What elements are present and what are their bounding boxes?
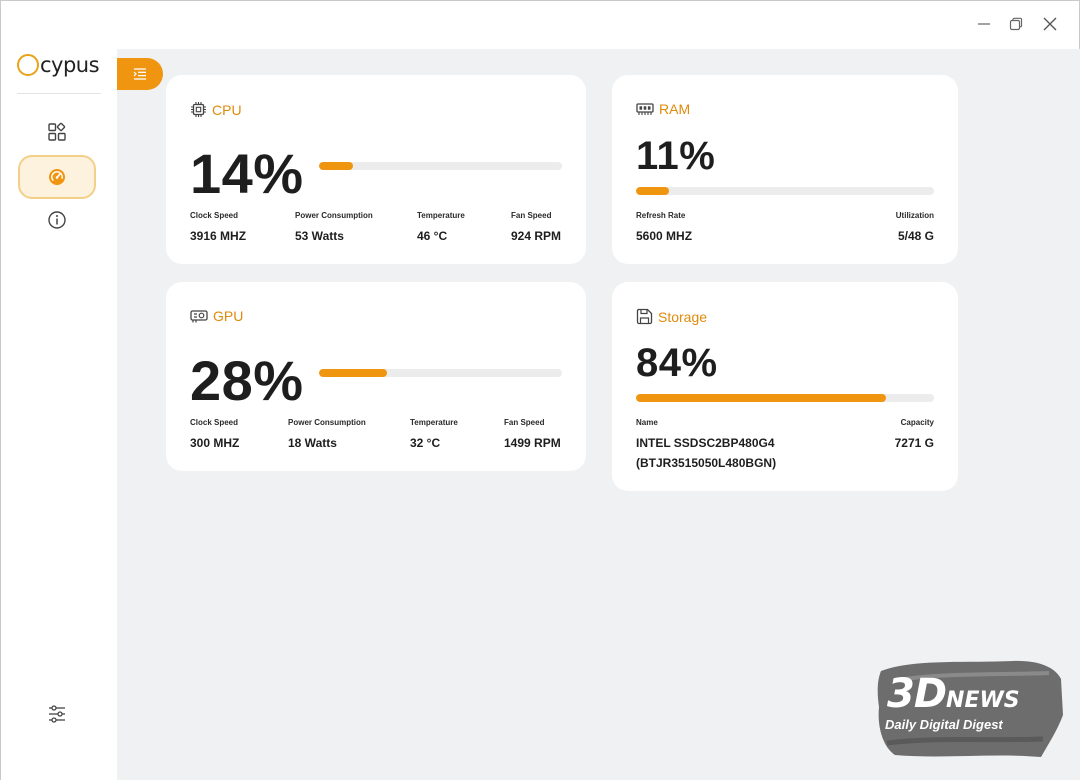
gpu-card-header: GPU xyxy=(190,308,243,324)
divider xyxy=(17,93,101,94)
sidebar-item-dashboard[interactable] xyxy=(18,110,96,154)
sidebar-item-info[interactable] xyxy=(18,198,96,242)
storage-name: Name INTEL SSDSC2BP480G4 (BTJR3515050L48… xyxy=(636,418,776,472)
stat-label: Refresh Rate xyxy=(636,211,686,220)
stat-value: 7271 G xyxy=(894,436,934,450)
gpu-usage-value: 28% xyxy=(190,349,304,412)
stat-value: 18 Watts xyxy=(288,436,337,450)
stat-value: 300 MHZ xyxy=(190,436,240,450)
info-icon xyxy=(48,211,66,229)
watermark-logo: 3DNEWS Daily Digital Digest xyxy=(873,657,1065,761)
stat-label: Fan Speed xyxy=(511,211,552,220)
sidebar: cypus xyxy=(1,1,117,780)
gauge-icon xyxy=(49,169,65,185)
app-logo: cypus xyxy=(17,51,100,79)
cpu-card: CPU 14% Clock Speed 3916 MHZ Power Consu… xyxy=(166,75,586,264)
cpu-usage-bar xyxy=(319,162,562,170)
ram-title: RAM xyxy=(659,101,691,117)
restore-icon xyxy=(1009,17,1023,31)
cpu-power-consumption: Power Consumption 53 Watts xyxy=(295,211,373,245)
gpu-temperature: Temperature 32 °C xyxy=(410,418,458,452)
sliders-icon xyxy=(49,705,65,723)
watermark-title-news: NEWS xyxy=(946,688,1020,713)
storage-card-header: Storage xyxy=(636,308,707,325)
stat-value: 1499 RPM xyxy=(504,436,561,450)
stat-value-line2: (BTJR3515050L480BGN) xyxy=(636,456,777,470)
cpu-temperature: Temperature 46 °C xyxy=(417,211,465,245)
logo-ring-icon xyxy=(17,54,39,76)
stat-value: 5600 MHZ xyxy=(636,229,693,243)
gpu-fan-speed: Fan Speed 1499 RPM xyxy=(504,418,561,452)
watermark-subtitle: Daily Digital Digest xyxy=(885,717,1003,732)
stat-label: Capacity xyxy=(900,418,934,427)
storage-title: Storage xyxy=(658,308,708,325)
stat-label: Clock Speed xyxy=(190,418,239,427)
storage-capacity: Capacity 7271 G xyxy=(895,418,934,452)
stat-label: Utilization xyxy=(895,211,934,220)
ram-refresh-rate: Refresh Rate 5600 MHZ xyxy=(636,211,692,245)
stat-label: Temperature xyxy=(417,211,465,220)
gpu-power-consumption: Power Consumption 18 Watts xyxy=(288,418,366,452)
menu-indent-icon xyxy=(133,68,146,80)
storage-usage-value: 84% xyxy=(636,341,718,385)
ram-module-icon xyxy=(636,103,654,115)
close-icon xyxy=(1043,17,1057,31)
gpu-title: GPU xyxy=(213,308,244,324)
minimize-icon xyxy=(978,23,990,25)
gpu-card-icon xyxy=(190,309,208,322)
stat-value: 5/48 G xyxy=(897,229,934,243)
sidebar-toggle-button[interactable] xyxy=(117,58,163,90)
stat-value: 53 Watts xyxy=(295,229,344,243)
storage-usage-bar-fill xyxy=(636,394,887,402)
cpu-usage-value: 14% xyxy=(190,142,304,205)
stat-value-line1: INTEL SSDSC2BP480G4 xyxy=(636,436,775,450)
storage-usage-bar xyxy=(636,394,934,402)
stat-label: Power Consumption xyxy=(295,211,373,220)
gpu-card: GPU 28% Clock Speed 300 MHZ Power Consum… xyxy=(166,282,586,471)
grid-icon xyxy=(48,122,66,141)
minimize-button[interactable] xyxy=(972,13,996,35)
cpu-usage-bar-fill xyxy=(319,162,354,170)
stat-label: Fan Speed xyxy=(504,418,545,427)
stat-value: 32 °C xyxy=(410,436,441,450)
cpu-clock-speed: Clock Speed 3916 MHZ xyxy=(190,211,246,245)
close-button[interactable] xyxy=(1038,13,1062,35)
ram-card: RAM 11% Refresh Rate 5600 MHZ Utilizatio… xyxy=(612,75,958,264)
watermark-title-3d: 3D xyxy=(887,671,947,717)
storage-card: Storage 84% Name INTEL SSDSC2BP480G4 (BT… xyxy=(612,282,958,491)
cpu-title: CPU xyxy=(212,101,242,118)
floppy-disk-icon xyxy=(636,308,653,325)
sidebar-item-performance[interactable] xyxy=(18,155,96,199)
ram-utilization: Utilization 5/48 G xyxy=(896,211,934,245)
watermark-title: 3DNEWS xyxy=(887,671,1020,717)
stat-label: Clock Speed xyxy=(190,211,239,220)
cpu-card-header: CPU xyxy=(190,101,242,118)
cpu-chip-icon xyxy=(191,102,206,117)
gpu-clock-speed: Clock Speed 300 MHZ xyxy=(190,418,239,452)
stat-label: Power Consumption xyxy=(288,418,366,427)
ram-usage-value: 11% xyxy=(636,134,716,178)
stat-value: 46 °C xyxy=(417,229,448,243)
stat-value: 3916 MHZ xyxy=(190,229,247,243)
cpu-fan-speed: Fan Speed 924 RPM xyxy=(511,211,561,245)
settings-button[interactable] xyxy=(18,692,96,736)
ram-card-header: RAM xyxy=(636,101,690,117)
restore-button[interactable] xyxy=(1004,13,1028,35)
logo-text: cypus xyxy=(40,53,100,77)
stat-value: 924 RPM xyxy=(511,229,562,243)
stat-label: Temperature xyxy=(410,418,458,427)
gpu-usage-bar-fill xyxy=(319,369,388,377)
stat-label: Name xyxy=(636,418,658,427)
watermark-brush xyxy=(877,660,1063,757)
ram-usage-bar xyxy=(636,187,934,195)
ram-usage-bar-fill xyxy=(636,187,669,195)
gpu-usage-bar xyxy=(319,369,562,377)
